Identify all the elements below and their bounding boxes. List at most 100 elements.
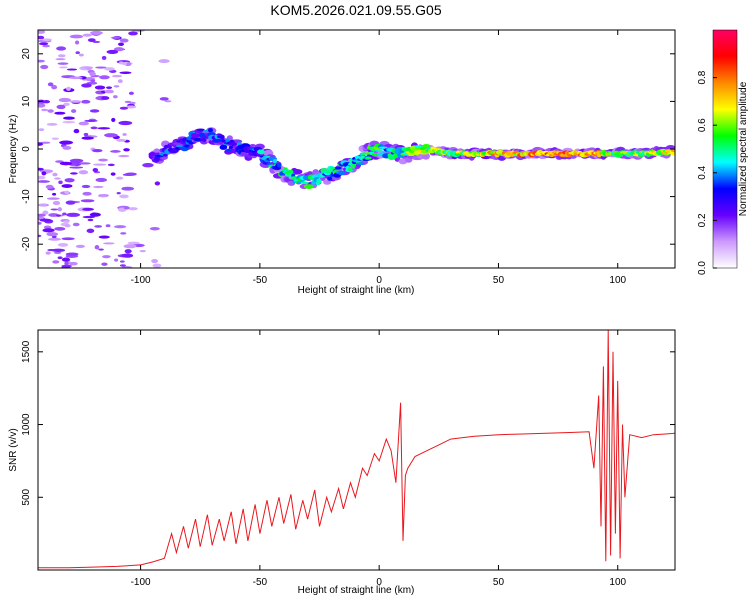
spectrogram-noise-cell [38,128,45,132]
spectrogram-noise-cell [45,184,54,189]
spectrogram-noise-cell [128,31,138,36]
spectrogram-noise-cell [47,109,54,113]
spectrogram-noise-cell [126,62,132,67]
spectrogram-cell [334,166,342,170]
spectrogram-noise-cell [52,260,60,264]
spectrogram-noise-cell [68,261,78,266]
spectrogram-noise-cell [66,86,71,91]
spectrogram-noise-cell [104,67,115,71]
spectrogram-noise-cell [55,214,61,217]
spectrogram-noise-cell [87,218,94,222]
spectrogram-cell [191,132,200,138]
spectrogram-noise-cell [81,184,91,189]
x-tick-label: 0 [376,577,382,588]
colorbar-tick-label: 0.2 [697,213,708,227]
spectrogram-noise-cell [119,260,125,263]
spectrogram-noise-cell [121,253,134,258]
spectrogram-noise-cell [94,225,103,228]
spectrogram-noise-cell [71,109,77,113]
spectrogram-noise-cell [69,34,84,39]
x-tick-label: -50 [253,577,268,588]
spectrogram-noise-cell [57,242,69,247]
spectrogram-cell [290,176,299,180]
spectrogram-noise-cell [66,212,81,217]
spectrogram-x-axis-label: Height of straight line (km) [298,285,415,296]
spectrogram-noise-cell [117,42,125,46]
spectrogram-noise-cell [58,54,66,58]
spectrogram-noise-cell [118,120,133,126]
spectrogram-noise-cell [57,207,62,212]
y-tick-label: 500 [21,488,32,505]
spectrogram-noise-cell [89,109,100,113]
colorbar-label: Normalized spectral amplitude [738,81,749,216]
spectrogram-cell [202,129,210,133]
snr-panel: -100 -50 0 50 100 500 1000 1500 Height of stra… [8,329,676,596]
spectrogram-noise-cell [97,127,111,130]
spectrogram-noise-cell [111,117,116,123]
spectrogram-noise-cell [114,225,127,229]
spectrogram-noise-cell [82,191,92,196]
spectrogram-noise-cell [82,215,96,219]
spectrogram-noise-cell [73,128,80,134]
spectrogram-noise-cell [78,53,84,57]
spectrogram-cell [670,149,675,153]
spectrogram-noise-cell [128,207,138,211]
spectrogram-noise-cell [89,212,101,217]
spectrogram-noise-cell [123,244,137,249]
spectrogram-noise-cell [94,85,106,90]
spectrogram-noise-cell [122,173,134,177]
spectrogram-noise-cell [107,163,115,167]
spectrogram-noise-cell [83,132,89,137]
spectrogram-cell [422,144,431,149]
spectrogram-noise-cell [124,100,132,104]
spectrogram-noise-cell [69,100,83,103]
spectrogram-noise-cell [61,265,71,268]
spectrogram-noise-cell [128,91,134,95]
spectrogram-cell [153,156,160,162]
y-tick-label: 1500 [21,340,32,363]
spectrogram-noise-cell [54,111,66,115]
y-tick-label: 10 [21,95,32,107]
spectrogram-noise-cell [46,232,59,237]
spectrogram-noise-cell [82,207,95,211]
spectrogram-cell [219,144,228,150]
spectrogram-noise-cell [95,177,108,182]
spectrogram-noise-cell [38,221,42,225]
spectrogram-cell [316,178,322,184]
spectrogram-noise-cell [64,190,70,195]
spectrogram-noise-cell [123,207,130,210]
spectrogram-cell [347,166,353,172]
spectrogram-noise-cell [86,66,92,70]
spectrogram-noise-cell [62,120,76,124]
spectrogram-noise-cell [116,191,121,195]
spectrogram-noise-cell [93,163,107,166]
spectrogram-noise-cell [80,99,91,104]
spectrogram-noise-cell [116,138,127,142]
spectrogram-noise-cell [78,170,89,175]
spectrogram-noise-cell [52,172,58,177]
spectrogram-noise-cell [42,228,55,233]
spectrogram-noise-cell [57,256,63,260]
y-tick-label: 1000 [21,413,32,436]
spectrogram-cell [196,128,205,132]
spectrogram-noise-cell [129,101,136,105]
snr-x-axis-label: Height of straight line (km) [298,585,415,596]
spectrogram-cell [175,144,183,148]
spectrogram-noise-cell [51,248,66,252]
y-tick-label: 0 [21,146,32,152]
spectrogram-noise-cell [64,224,71,228]
spectrogram-noise-cell [66,68,78,71]
spectrogram-noise-cell [40,64,49,70]
spectrogram-noise-cell [51,137,59,140]
spectrogram-noise-cell [119,38,129,43]
spectrogram-noise-cell [105,224,111,228]
spectrogram-noise-cell [106,49,119,54]
spectrogram-noise-cell [98,158,108,162]
spectrogram-noise-cell [41,38,52,42]
spectrogram-noise-cell [58,66,68,69]
spectrogram-y-ticks: -20 -10 0 10 20 [21,48,675,251]
spectrogram-noise-cell [131,30,146,33]
spectrogram-noise-cell [45,251,51,255]
spectrogram-cell [327,176,333,181]
